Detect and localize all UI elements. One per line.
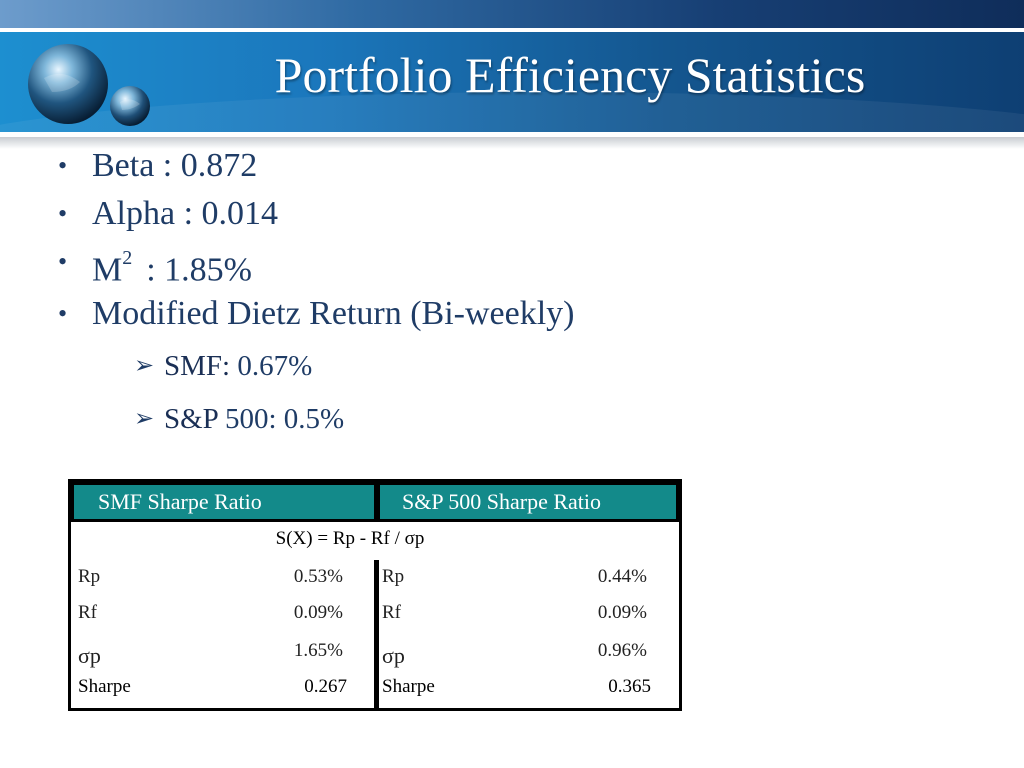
right-row-label: Rp (382, 566, 405, 587)
left-row-value: 1.65% (293, 640, 343, 661)
sub-item-smf: ➢ SMF: 0.67% (134, 346, 758, 399)
column-divider (374, 560, 379, 708)
page-title: Portfolio Efficiency Statistics (274, 47, 866, 103)
right-row-value: 0.365 (608, 676, 651, 697)
sharpe-table: SMF Sharpe Ratio S&P 500 Sharpe Ratio S(… (68, 479, 682, 711)
right-row-label: σp (382, 643, 405, 668)
left-row-label: Rp (78, 566, 101, 587)
list-item-dietz: • Modified Dietz Return (Bi-weekly) (58, 294, 758, 342)
globe-logo-icon (28, 44, 150, 126)
right-row-label: Sharpe (382, 676, 435, 697)
left-row-label: Rf (78, 602, 97, 623)
bullet-dot-icon: • (58, 299, 68, 328)
banner-divider (0, 132, 1024, 137)
bullet-list: • Beta : 0.872 • Alpha : 0.014 • M2 : 1.8… (58, 146, 758, 452)
banner-divider (0, 28, 1024, 32)
banner-main-band (0, 32, 1024, 132)
sub-value: 500: 0.5% (217, 403, 345, 435)
left-row-value: 0.267 (304, 676, 347, 697)
left-row-value: 0.09% (293, 602, 343, 623)
sub-value: 0.67% (230, 350, 313, 382)
arrow-bullet-icon: ➢ (134, 353, 155, 379)
sharpe-formula: S(X) = Rp - Rf / σp (275, 528, 425, 549)
left-row-label: Sharpe (78, 676, 131, 697)
banner-top-band (0, 0, 1024, 28)
sub-label: SMF: (164, 350, 231, 382)
dietz-text: Modified Dietz Return (Bi-weekly) (92, 295, 575, 332)
list-item-alpha: • Alpha : 0.014 (58, 194, 758, 242)
m2-value: : 1.85% (146, 251, 253, 289)
sub-item-sp500: ➢ S&P 500: 0.5% (134, 399, 758, 452)
alpha-text: Alpha : 0.014 (92, 195, 279, 232)
right-row-value: 0.96% (597, 640, 647, 661)
beta-text: Beta : 0.872 (92, 147, 258, 184)
left-row-value: 0.53% (293, 566, 343, 587)
right-row-value: 0.09% (597, 602, 647, 623)
bullet-dot-icon: • (58, 247, 68, 276)
table-header-row: SMF Sharpe Ratio S&P 500 Sharpe Ratio (71, 482, 679, 522)
list-item-beta: • Beta : 0.872 (58, 146, 758, 194)
m2-label: M (92, 251, 123, 289)
list-item-m2: • M2 : 1.85% (58, 242, 758, 294)
bullet-dot-icon: • (58, 199, 68, 228)
right-row-value: 0.44% (597, 566, 647, 587)
banner-shadow (0, 137, 1024, 149)
m2-superscript: 2 (122, 247, 133, 269)
sub-label: S&P (164, 403, 218, 435)
header-sp500-sharpe: S&P 500 Sharpe Ratio (380, 485, 676, 519)
left-row-label: σp (78, 643, 101, 668)
header-banner: Portfolio Efficiency Statistics (0, 0, 1024, 150)
header-smf-sharpe: SMF Sharpe Ratio (74, 485, 374, 519)
sub-list: ➢ SMF: 0.67% ➢ S&P 500: 0.5% (58, 346, 758, 452)
arrow-bullet-icon: ➢ (134, 406, 155, 432)
bullet-dot-icon: • (58, 151, 68, 180)
right-row-label: Rf (382, 602, 401, 623)
